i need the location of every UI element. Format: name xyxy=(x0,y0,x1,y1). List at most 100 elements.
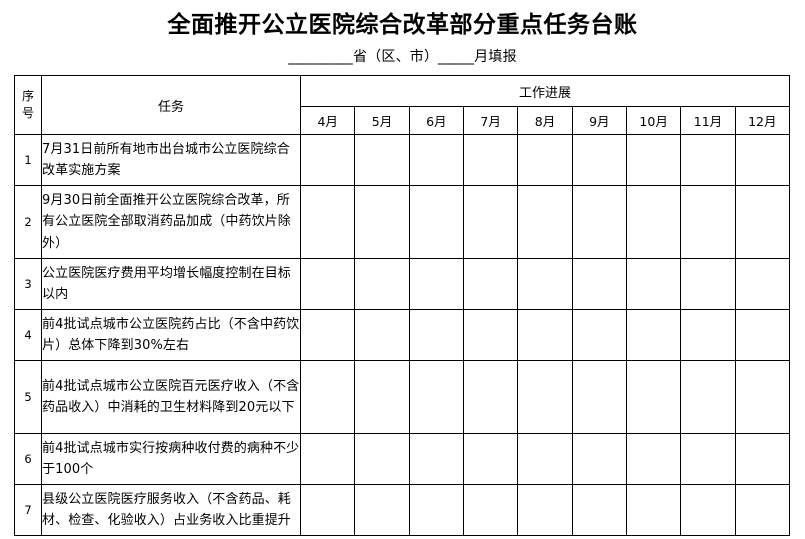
cell-progress-entry[interactable] xyxy=(680,134,736,186)
cell-progress-entry[interactable] xyxy=(571,258,627,310)
cell-progress-entry[interactable] xyxy=(571,134,627,186)
cell-progress-entry[interactable] xyxy=(625,309,682,361)
cell-task-description: 9月30日前全面推开公立医院综合改革，所有公立医院全部取消药品加成（中药饮片除外… xyxy=(41,185,301,259)
cell-progress-entry[interactable] xyxy=(299,360,356,434)
cell-progress-entry[interactable] xyxy=(354,433,410,485)
cell-progress-entry[interactable] xyxy=(517,185,573,259)
table-header: 序 号 任务 工作进展 4月 5月 6月 7月 8月 9月 10月 11月 12月 xyxy=(14,75,791,135)
cell-progress-entry[interactable] xyxy=(571,309,627,361)
cell-progress-entry[interactable] xyxy=(462,484,519,536)
header-row-top: 序 号 任务 工作进展 xyxy=(14,75,790,135)
table-row: 3 公立医院医疗费用平均增长幅度控制在目标以内 xyxy=(14,258,791,310)
cell-progress-entry[interactable] xyxy=(734,185,791,259)
cell-progress-entry[interactable] xyxy=(462,134,519,186)
cell-progress-entry[interactable] xyxy=(354,258,410,310)
cell-progress-entry[interactable] xyxy=(517,258,573,310)
column-header-month: 8月 xyxy=(517,106,573,135)
cell-progress-entry[interactable] xyxy=(299,484,356,536)
cell-progress-entry[interactable] xyxy=(354,134,410,186)
cell-progress-entry[interactable] xyxy=(462,258,519,310)
column-header-month: 9月 xyxy=(571,106,627,135)
cell-progress-entry[interactable] xyxy=(354,309,410,361)
column-header-month: 11月 xyxy=(680,106,736,135)
cell-progress-entry[interactable] xyxy=(571,185,627,259)
column-header-month: 6月 xyxy=(408,106,464,135)
cell-progress-entry[interactable] xyxy=(462,309,519,361)
cell-progress-entry[interactable] xyxy=(680,258,736,310)
ledger-table: 序 号 任务 工作进展 4月 5月 6月 7月 8月 9月 10月 11月 12月 1 7月31日… xyxy=(14,75,791,536)
cell-progress-entry[interactable] xyxy=(517,309,573,361)
page-subtitle: _________省（区、市）_____月填报 xyxy=(288,48,517,65)
cell-task-description: 县级公立医院医疗服务收入（不含药品、耗材、检查、化验收入）占业务收入比重提升 xyxy=(41,484,301,536)
cell-progress-entry[interactable] xyxy=(408,258,464,310)
sequence-header-line1: 序 xyxy=(21,88,34,103)
cell-sequence-number: 3 xyxy=(14,258,42,310)
cell-progress-entry[interactable] xyxy=(299,185,356,259)
cell-progress-entry[interactable] xyxy=(462,185,519,259)
cell-progress-entry[interactable] xyxy=(734,134,791,186)
cell-progress-entry[interactable] xyxy=(299,309,356,361)
cell-progress-entry[interactable] xyxy=(408,484,464,536)
cell-task-description: 公立医院医疗费用平均增长幅度控制在目标以内 xyxy=(41,258,301,310)
column-header-month: 7月 xyxy=(462,106,519,135)
cell-progress-entry[interactable] xyxy=(571,360,627,434)
cell-task-description: 前4批试点城市公立医院百元医疗收入（不含药品收入）中消耗的卫生材料降到20元以下 xyxy=(41,360,301,434)
cell-progress-entry[interactable] xyxy=(680,360,736,434)
cell-progress-entry[interactable] xyxy=(571,433,627,485)
cell-progress-entry[interactable] xyxy=(408,433,464,485)
cell-sequence-number: 4 xyxy=(14,309,42,361)
cell-progress-entry[interactable] xyxy=(625,134,682,186)
column-header-month: 5月 xyxy=(354,106,410,135)
table-body: 1 7月31日前所有地市出台城市公立医院综合改革实施方案 2 9月30日前全面推开公立… xyxy=(14,134,791,536)
column-header-task: 任务 xyxy=(41,75,301,135)
table-row: 5 前4批试点城市公立医院百元医疗收入（不含药品收入）中消耗的卫生材料降到20元以… xyxy=(14,360,791,434)
cell-progress-entry[interactable] xyxy=(517,433,573,485)
column-header-month: 10月 xyxy=(625,106,682,135)
document-page: 全面推开公立医院综合改革部分重点任务台账 _________省（区、市）____… xyxy=(0,11,805,539)
column-header-sequence: 序 号 xyxy=(14,75,42,135)
cell-task-description: 7月31日前所有地市出台城市公立医院综合改革实施方案 xyxy=(41,134,301,186)
cell-progress-entry[interactable] xyxy=(354,360,410,434)
cell-progress-entry[interactable] xyxy=(734,484,791,536)
cell-sequence-number: 6 xyxy=(14,433,42,485)
cell-progress-entry[interactable] xyxy=(680,309,736,361)
ledger-table-container: 序 号 任务 工作进展 4月 5月 6月 7月 8月 9月 10月 11月 12月 1 7月31日… xyxy=(14,75,791,536)
cell-sequence-number: 5 xyxy=(14,360,42,434)
cell-progress-entry[interactable] xyxy=(680,433,736,485)
cell-progress-entry[interactable] xyxy=(680,185,736,259)
cell-progress-entry[interactable] xyxy=(734,309,791,361)
cell-progress-entry[interactable] xyxy=(299,134,356,186)
cell-progress-entry[interactable] xyxy=(625,360,682,434)
cell-progress-entry[interactable] xyxy=(408,185,464,259)
table-row: 7 县级公立医院医疗服务收入（不含药品、耗材、检查、化验收入）占业务收入比重提升 xyxy=(14,484,791,536)
cell-progress-entry[interactable] xyxy=(408,360,464,434)
cell-progress-entry[interactable] xyxy=(462,360,519,434)
cell-progress-entry[interactable] xyxy=(462,433,519,485)
cell-progress-entry[interactable] xyxy=(354,185,410,259)
cell-progress-entry[interactable] xyxy=(517,134,573,186)
cell-sequence-number: 2 xyxy=(14,185,42,259)
table-row: 1 7月31日前所有地市出台城市公立医院综合改革实施方案 xyxy=(14,134,791,186)
cell-progress-entry[interactable] xyxy=(408,309,464,361)
cell-progress-entry[interactable] xyxy=(734,258,791,310)
cell-progress-entry[interactable] xyxy=(299,258,356,310)
cell-task-description: 前4批试点城市实行按病种收付费的病种不少于100个 xyxy=(41,433,301,485)
table-row: 2 9月30日前全面推开公立医院综合改革，所有公立医院全部取消药品加成（中药饮片除… xyxy=(14,185,791,259)
column-header-progress: 工作进展 xyxy=(300,75,790,107)
column-header-month: 4月 xyxy=(299,106,356,135)
cell-progress-entry[interactable] xyxy=(625,433,682,485)
column-header-month: 12月 xyxy=(734,106,791,135)
cell-sequence-number: 7 xyxy=(14,484,42,536)
header-row-months: 4月 5月 6月 7月 8月 9月 10月 11月 12月 xyxy=(15,106,791,135)
cell-progress-entry[interactable] xyxy=(408,134,464,186)
cell-progress-entry[interactable] xyxy=(734,360,791,434)
cell-progress-entry[interactable] xyxy=(299,433,356,485)
cell-progress-entry[interactable] xyxy=(734,433,791,485)
table-row: 6 前4批试点城市实行按病种收付费的病种不少于100个 xyxy=(14,433,791,485)
cell-progress-entry[interactable] xyxy=(625,258,682,310)
sequence-header-line2: 号 xyxy=(21,106,34,120)
cell-progress-entry[interactable] xyxy=(517,360,573,434)
page-title: 全面推开公立医院综合改革部分重点任务台账 xyxy=(167,11,638,38)
cell-progress-entry[interactable] xyxy=(625,185,682,259)
cell-progress-entry[interactable] xyxy=(625,484,682,536)
